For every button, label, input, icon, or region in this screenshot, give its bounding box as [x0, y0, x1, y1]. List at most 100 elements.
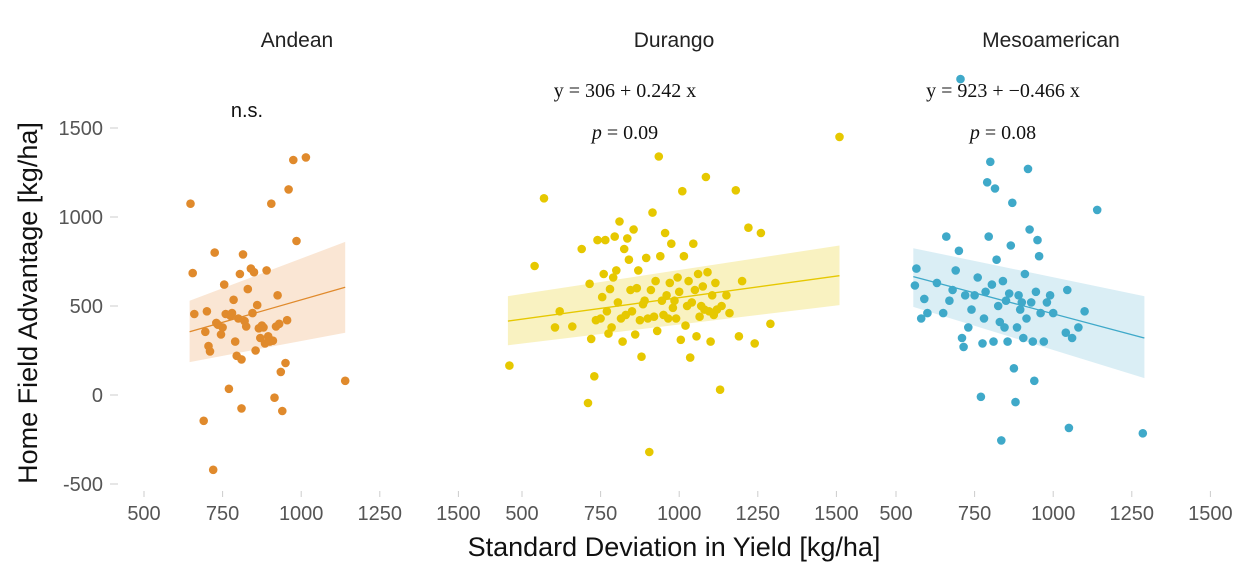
data-point — [692, 332, 701, 341]
data-point — [656, 251, 665, 261]
data-point — [973, 273, 982, 282]
data-point — [954, 246, 964, 256]
data-point — [670, 296, 679, 306]
data-point — [281, 358, 290, 368]
data-point — [340, 376, 350, 386]
data-point — [607, 323, 616, 332]
pvalue-durango-symbol: p — [590, 122, 602, 144]
data-point — [219, 280, 229, 289]
data-point — [208, 465, 218, 475]
data-point — [1039, 337, 1049, 346]
data-point — [990, 184, 1000, 193]
x-tick-label: 1500 — [814, 503, 859, 525]
data-point — [648, 208, 657, 217]
data-point — [676, 335, 686, 345]
data-point — [668, 303, 678, 313]
data-point — [278, 406, 287, 416]
data-point — [987, 280, 997, 289]
data-point — [610, 232, 619, 241]
data-point — [1034, 251, 1044, 261]
data-point — [671, 314, 681, 323]
equation-mesoamerican-x: x — [1065, 80, 1080, 102]
data-point — [237, 404, 246, 413]
data-point — [597, 292, 607, 302]
panel-title-durango: Durango — [634, 29, 715, 52]
data-point — [186, 199, 195, 208]
data-point — [662, 291, 671, 300]
data-point — [750, 339, 759, 348]
x-axis-label: Standard Deviation in Yield [kg/ha] — [468, 532, 881, 562]
data-point — [618, 337, 627, 346]
data-point — [555, 307, 564, 316]
data-point — [201, 327, 210, 337]
data-point — [685, 353, 695, 362]
data-point — [259, 323, 268, 332]
data-point — [249, 267, 259, 277]
data-point — [630, 330, 640, 339]
data-point — [1006, 241, 1016, 250]
data-point — [957, 333, 967, 343]
data-point — [960, 291, 970, 300]
x-tick-label: 750 — [958, 503, 991, 525]
x-axes: 500 750 1000 1250 1500 500 750 1000 1250 1500 500 7… — [127, 491, 1233, 525]
data-point — [731, 186, 741, 195]
data-point — [632, 283, 642, 293]
data-point — [673, 273, 682, 282]
data-point — [1019, 333, 1028, 343]
data-point — [964, 323, 973, 332]
data-point — [273, 291, 282, 300]
data-point — [238, 250, 248, 259]
confidence-band-mesoamerican — [913, 248, 1145, 379]
data-point — [599, 269, 608, 279]
data-point — [997, 436, 1006, 445]
data-point — [717, 301, 726, 311]
confidence-band-durango — [507, 245, 840, 346]
data-point — [910, 281, 920, 290]
data-point — [586, 334, 596, 344]
data-point — [270, 393, 279, 403]
data-point — [737, 276, 747, 286]
panel-mesoamerican: y = 923 + −0.466 x p = 0.08 Mesoamerican — [910, 29, 1148, 445]
data-point — [539, 194, 549, 203]
data-point — [1063, 285, 1072, 295]
data-point — [1036, 308, 1045, 318]
data-point — [651, 276, 660, 286]
data-point — [938, 308, 948, 318]
x-tick-label: 500 — [505, 503, 538, 525]
data-point — [188, 268, 197, 278]
data-point — [981, 287, 990, 297]
data-point — [690, 285, 700, 295]
x-tick-label: 1250 — [1110, 503, 1155, 525]
x-tick-label: 1250 — [358, 503, 403, 525]
data-point — [1033, 235, 1042, 245]
data-point — [1061, 328, 1071, 338]
data-point — [583, 398, 593, 408]
data-point — [301, 153, 311, 162]
data-point — [979, 314, 989, 323]
data-point — [920, 294, 929, 304]
data-point — [1000, 323, 1009, 332]
data-point — [635, 315, 645, 325]
data-point — [216, 330, 226, 339]
pvalue-mesoamerican: p = 0.08 — [968, 122, 1036, 144]
data-point — [970, 291, 979, 300]
data-point — [612, 266, 621, 275]
data-point — [605, 284, 615, 294]
data-point — [641, 253, 651, 263]
y-tick-label: 1500 — [59, 118, 104, 140]
data-point — [243, 284, 253, 294]
data-point — [205, 347, 215, 356]
y-tick-label: 0 — [92, 385, 103, 407]
data-point — [284, 185, 293, 194]
data-point — [530, 261, 539, 271]
data-point — [229, 295, 238, 305]
data-point — [835, 132, 844, 142]
x-tick-label: 1000 — [1031, 503, 1076, 525]
data-point — [1015, 305, 1025, 314]
data-point — [634, 266, 643, 275]
data-point — [1138, 429, 1148, 438]
data-point — [711, 278, 720, 288]
panel-andean: n.s. Andean — [186, 29, 350, 475]
data-point — [1004, 289, 1014, 298]
